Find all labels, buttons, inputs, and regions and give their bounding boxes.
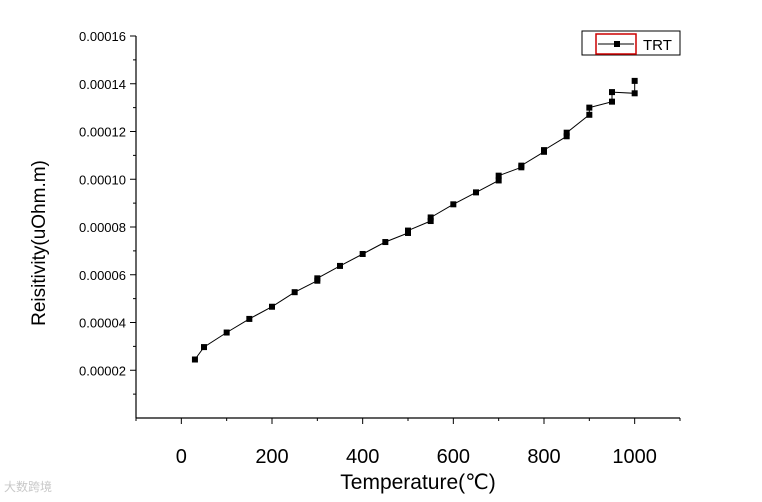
data-point <box>427 214 434 221</box>
y-ticks: 0.00002 0.00004 0.00006 0.00008 0.00010 0.000… <box>79 29 136 395</box>
x-tick-label: 600 <box>437 446 470 468</box>
data-point <box>609 98 615 105</box>
data-point <box>359 250 366 257</box>
data-point <box>314 275 321 282</box>
data-point <box>631 90 638 97</box>
data-point <box>631 77 638 84</box>
data-point <box>223 329 230 336</box>
data-point <box>518 162 525 169</box>
data-point <box>269 303 275 310</box>
data-point <box>586 111 593 118</box>
data-point <box>495 177 502 184</box>
data-point <box>246 315 253 322</box>
x-ticks: 0 200 400 600 800 1000 <box>135 418 681 468</box>
plot-frame <box>135 36 680 419</box>
x-tick-label: 800 <box>527 446 560 468</box>
y-tick-label: 0.00012 <box>79 125 126 140</box>
x-tick-label: 1000 <box>612 446 657 468</box>
y-tick-label: 0.00014 <box>79 77 126 92</box>
legend-highlight <box>595 33 637 55</box>
data-point <box>450 201 457 208</box>
data-point <box>291 289 298 296</box>
data-point <box>541 147 547 154</box>
legend-marker <box>614 41 620 47</box>
y-axis-title: Reisitivity(uOhm.m) <box>29 160 50 326</box>
data-point <box>563 129 570 136</box>
y-tick-label: 0.00010 <box>79 172 126 187</box>
legend: TRT <box>581 30 681 56</box>
watermark: 大数跨境 <box>4 480 53 494</box>
data-point <box>405 227 411 234</box>
legend-box <box>581 30 681 56</box>
data-point <box>191 356 198 363</box>
data-point <box>427 218 434 225</box>
x-tick-label: 0 <box>176 446 187 468</box>
series-layer <box>191 77 638 363</box>
data-point <box>495 172 502 179</box>
y-tick-label: 0.00002 <box>79 363 126 378</box>
data-point <box>382 239 389 246</box>
data-point <box>337 262 343 269</box>
x-axis-title: Temperature(℃) <box>340 471 495 494</box>
data-point <box>609 89 615 96</box>
y-tick-label: 0.00006 <box>79 268 126 283</box>
series-line-trt <box>194 80 636 360</box>
data-point <box>473 189 479 196</box>
y-tick-label: 0.00016 <box>79 29 126 44</box>
data-point <box>563 133 570 140</box>
data-point <box>201 344 207 351</box>
x-tick-label: 400 <box>346 446 379 468</box>
x-tick-label: 200 <box>255 446 288 468</box>
y-tick-label: 0.00004 <box>79 316 126 331</box>
legend-label-trt: TRT <box>643 37 672 54</box>
data-point <box>586 104 593 111</box>
y-tick-label: 0.00008 <box>79 220 126 235</box>
